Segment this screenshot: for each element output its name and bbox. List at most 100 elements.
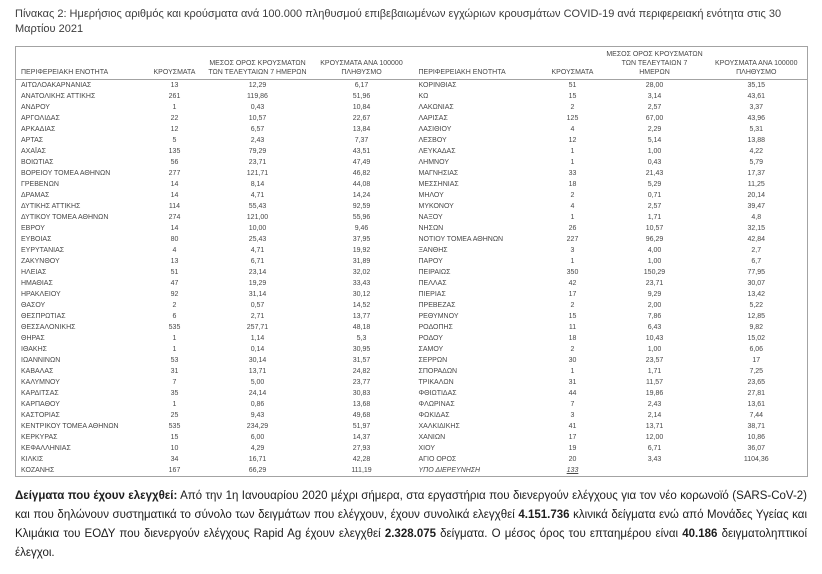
value-cell: 17 — [568, 291, 577, 298]
region-cell: ΜΗΛΟΥ — [418, 192, 444, 199]
value-cell: 2,57 — [647, 203, 662, 210]
region-cell: ΚΕΝΤΡΙΚΟΥ ΤΟΜΕΑ ΑΘΗΝΩΝ — [21, 423, 119, 430]
value-cell: 535 — [168, 324, 181, 331]
region-cell: ΖΑΚΥΝΘΟΥ — [21, 258, 60, 265]
value-cell: 2,14 — [647, 412, 662, 419]
region-cell: ΑΓΙΟ ΟΡΟΣ — [418, 456, 457, 463]
value-cell: 37,95 — [352, 236, 371, 243]
value-cell: 15 — [568, 93, 577, 100]
value-cell: 23,71 — [645, 280, 664, 287]
value-cell: 35 — [170, 390, 179, 397]
footer-bold-segment: 2.328.075 — [384, 528, 437, 540]
region-cell: ΘΕΣΣΑΛΟΝΙΚΗΣ — [21, 324, 76, 331]
value-cell: 36,07 — [747, 445, 766, 452]
table-row: ΑΡΤΑΣ 5 2,43 7,37 ΛΕΣΒΟΥ 12 5,14 13,88 — [16, 135, 808, 146]
value-cell: 4,00 — [647, 247, 662, 254]
value-cell: 9,43 — [250, 412, 265, 419]
value-cell: 4,71 — [250, 247, 265, 254]
value-cell: 4,22 — [749, 148, 764, 155]
region-cell: ΚΕΦΑΛΛΗΝΙΑΣ — [21, 445, 71, 452]
table-row: ΘΕΣΠΡΩΤΙΑΣ 6 2,71 13,77 ΡΕΘΥΜΝΟΥ 15 7,86 12,85 — [16, 311, 808, 322]
value-cell: 24,82 — [352, 368, 371, 375]
value-cell: 19 — [568, 445, 577, 452]
value-cell: 16,71 — [248, 456, 267, 463]
header-per100k-right: ΚΡΟΥΣΜΑΤΑ ΑΝΑ 100000 ΠΛΗΘΥΣΜΟ — [715, 60, 798, 76]
value-cell: 39,47 — [747, 203, 766, 210]
table-row: ΔΡΑΜΑΣ 14 4,71 14,24 ΜΗΛΟΥ 2 0,71 20,14 — [16, 190, 808, 201]
value-cell: 30,95 — [352, 346, 371, 353]
value-cell: 11 — [568, 324, 577, 331]
value-cell: 9,46 — [354, 225, 369, 232]
table-row: ΚΕΦΑΛΛΗΝΙΑΣ 10 4,29 27,93 ΧΙΟΥ 19 6,71 36,07 — [16, 443, 808, 454]
region-cell: ΑΝΑΤΟΛΙΚΗΣ ΑΤΤΙΚΗΣ — [21, 93, 96, 100]
table-row: ΑΝΑΤΟΛΙΚΗΣ ΑΤΤΙΚΗΣ 261 119,86 51,96 ΚΩ 15 3,14… — [16, 91, 808, 102]
value-cell: 6,7 — [751, 258, 762, 265]
value-cell: 30 — [568, 357, 577, 364]
value-cell: 10,86 — [747, 434, 766, 441]
value-cell: 33 — [568, 170, 577, 177]
value-cell: 32,15 — [747, 225, 766, 232]
table-row: ΗΛΕΙΑΣ 51 23,14 32,02 ΠΕΙΡΑΙΩΣ 350 150,29 77,95 — [16, 267, 808, 278]
region-cell: ΛΕΥΚΑΔΑΣ — [418, 148, 456, 155]
value-cell: 23,71 — [248, 159, 267, 166]
table-row: ΚΑΡΔΙΤΣΑΣ 35 24,14 30,83 ΦΘΙΩΤΙΔΑΣ 44 19,86 27,… — [16, 388, 808, 399]
table-row: ΚΑΛΥΜΝΟΥ 7 5,00 23,77 ΤΡΙΚΑΛΩΝ 31 11,57 23,65 — [16, 377, 808, 388]
value-cell: 22,67 — [352, 115, 371, 122]
value-cell: 10,00 — [248, 225, 267, 232]
table-title: Πίνακας 2: Ημερήσιος αριθμός και κρούσμα… — [15, 8, 782, 35]
value-cell: 14 — [170, 192, 179, 199]
value-cell: 6,71 — [647, 445, 662, 452]
table-row: ΑΡΓΟΛΙΔΑΣ 22 10,57 22,67 ΛΑΡΙΣΑΣ 125 67,00 43,9… — [16, 113, 808, 124]
header-region-right: ΠΕΡΙΦΕΡΕΙΑΚΗ ΕΝΟΤΗΤΑ — [418, 69, 506, 76]
table-row: ΔΥΤΙΚΟΥ ΤΟΜΕΑ ΑΘΗΝΩΝ 274 121,00 55,96 ΝΑΞΟΥ 1… — [16, 212, 808, 223]
value-cell: 7,37 — [354, 137, 369, 144]
value-cell: 12,00 — [645, 434, 664, 441]
region-cell: ΒΟΙΩΤΙΑΣ — [21, 159, 54, 166]
region-cell: ΠΙΕΡΙΑΣ — [418, 291, 446, 298]
value-cell: 4 — [172, 247, 177, 254]
value-cell: 4 — [570, 126, 575, 133]
footer-segment: Από την 1η Ιανουαρίου 2020 μέχρι σήμερα,… — [15, 490, 808, 521]
value-cell: 13,68 — [352, 401, 371, 408]
table-row: ΘΗΡΑΣ 1 1,14 5,3 ΡΟΔΟΥ 18 10,43 15,02 — [16, 333, 808, 344]
region-cell: ΑΝΔΡΟΥ — [21, 104, 50, 111]
value-cell: 66,29 — [248, 467, 267, 474]
value-cell: 133 — [566, 467, 579, 474]
value-cell: 6 — [172, 313, 177, 320]
value-cell: 1,00 — [647, 258, 662, 265]
value-cell: 51,96 — [352, 93, 371, 100]
table-header: ΠΕΡΙΦΕΡΕΙΑΚΗ ΕΝΟΤΗΤΑ ΚΡΟΥΣΜΑΤΑ ΜΕΣΟΣ ΟΡΟ… — [15, 47, 808, 80]
value-cell: 1,71 — [647, 368, 662, 375]
header-avg7-right: ΜΕΣΟΣ ΟΡΟΣ ΚΡΟΥΣΜΑΤΩΝ ΤΩΝ ΤΕΛΕΥΤΑΙΩΝ 7 Η… — [606, 51, 703, 76]
region-cell: ΛΑΚΩΝΙΑΣ — [418, 104, 454, 111]
value-cell: 13 — [170, 82, 179, 89]
value-cell: 80 — [170, 236, 179, 243]
value-cell: 17 — [752, 357, 761, 364]
value-cell: 4,71 — [250, 192, 265, 199]
value-cell: 5 — [172, 137, 177, 144]
value-cell: 2,57 — [647, 104, 662, 111]
table-row: ΓΡΕΒΕΝΩΝ 14 8,14 44,08 ΜΕΣΣΗΝΙΑΣ 18 5,29 11,25 — [16, 179, 808, 190]
value-cell: 31,57 — [352, 357, 371, 364]
region-cell: ΡΟΔΟΥ — [418, 335, 443, 342]
region-cell: ΥΠΟ ΔΙΕΡΕΥΝΗΣΗ — [418, 467, 481, 474]
region-cell: ΧΙΟΥ — [418, 445, 436, 452]
value-cell: 10,43 — [645, 335, 664, 342]
value-cell: 5,79 — [749, 159, 764, 166]
footer-bold-segment: Δείγματα που έχουν ελεγχθεί: — [15, 490, 178, 502]
value-cell: 125 — [566, 115, 579, 122]
value-cell: 24,14 — [248, 390, 267, 397]
value-cell: 0,14 — [250, 346, 265, 353]
region-cell: ΗΛΕΙΑΣ — [21, 269, 47, 276]
header-row: ΠΕΡΙΦΕΡΕΙΑΚΗ ΕΝΟΤΗΤΑ ΚΡΟΥΣΜΑΤΑ ΜΕΣΟΣ ΟΡΟ… — [15, 47, 808, 80]
value-cell: 277 — [168, 170, 181, 177]
region-cell: ΠΕΙΡΑΙΩΣ — [418, 269, 451, 276]
region-cell: ΡΟΔΟΠΗΣ — [418, 324, 453, 331]
value-cell: 19,92 — [352, 247, 371, 254]
value-cell: 79,29 — [248, 148, 267, 155]
table-row: ΘΑΣΟΥ 2 0,57 14,52 ΠΡΕΒΕΖΑΣ 2 2,00 5,22 — [16, 300, 808, 311]
value-cell: 535 — [168, 423, 181, 430]
value-cell: 14 — [170, 181, 179, 188]
value-cell: 26 — [568, 225, 577, 232]
value-cell: 2 — [570, 192, 575, 199]
